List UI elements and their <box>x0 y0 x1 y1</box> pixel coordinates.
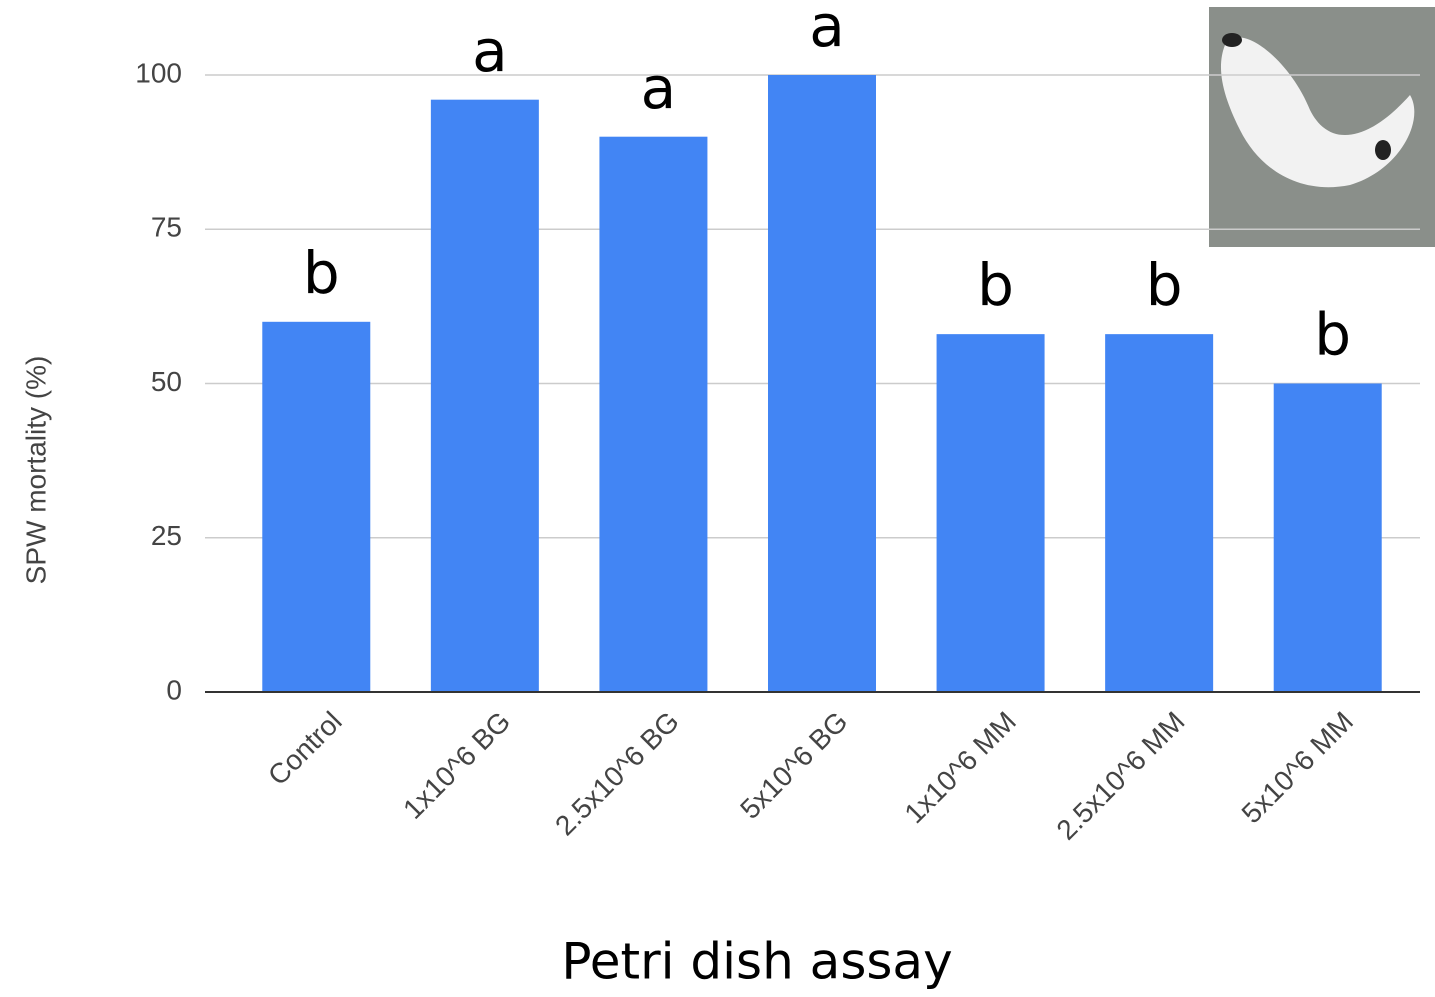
x-tick-label: Control <box>262 706 348 792</box>
bar <box>262 322 370 692</box>
x-tick-label: 5x10^6 MM <box>1236 706 1360 830</box>
photo-spot <box>1375 140 1391 160</box>
bar <box>431 100 539 692</box>
bar <box>768 75 876 692</box>
x-tick-label: 1x10^6 BG <box>397 706 516 825</box>
bar <box>1105 334 1213 692</box>
page: {"chart_data": {"type": "bar", "x_label"… <box>0 0 1435 997</box>
y-tick-label: 75 <box>151 212 182 243</box>
photo-spot <box>1222 33 1242 47</box>
significance-letter: b <box>303 239 340 307</box>
bar <box>1274 384 1382 693</box>
significance-letter: a <box>472 17 508 85</box>
x-tick-label: 2.5x10^6 BG <box>549 706 685 842</box>
significance-letter: b <box>1314 301 1351 369</box>
y-tick-label: 0 <box>166 674 182 705</box>
y-tick-label: 100 <box>135 57 182 88</box>
y-tick-label: 25 <box>151 520 182 551</box>
significance-letter: a <box>809 0 845 60</box>
bar <box>599 137 707 692</box>
significance-letter: b <box>977 251 1014 319</box>
significance-letter: a <box>641 54 677 122</box>
y-tick-label: 50 <box>151 366 182 397</box>
x-tick-label: 5x10^6 BG <box>734 706 853 825</box>
inset-photo <box>1209 7 1435 247</box>
chart: SPW mortality (%) Petri dish assay 0 25 50… <box>0 0 1435 997</box>
y-axis-title: SPW mortality (%) <box>20 356 51 585</box>
significance-letter: b <box>1146 251 1183 319</box>
x-axis-title: Petri dish assay <box>561 933 952 991</box>
x-tick-label: 2.5x10^6 MM <box>1050 706 1190 846</box>
bar <box>937 334 1045 692</box>
x-tick-label: 1x10^6 MM <box>898 706 1022 830</box>
